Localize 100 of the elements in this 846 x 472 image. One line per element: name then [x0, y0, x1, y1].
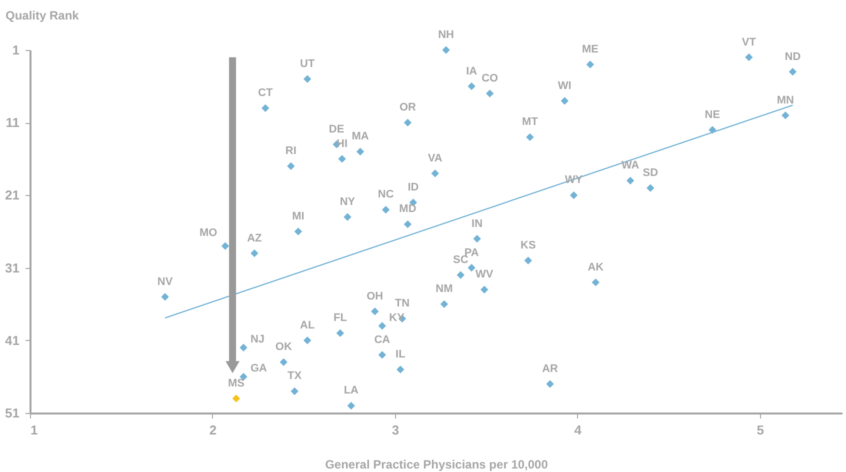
annotation: MI: [292, 210, 304, 222]
point: [486, 90, 494, 98]
point: [440, 300, 448, 308]
annotation: WI: [558, 80, 572, 92]
point: [396, 366, 404, 374]
point: [232, 394, 240, 402]
annotation: VT: [742, 36, 756, 48]
x-tick-label: 3: [392, 422, 400, 438]
annotation: OR: [399, 102, 416, 114]
point: [404, 118, 412, 126]
point: [442, 46, 450, 54]
point: [708, 126, 716, 134]
annotation: OK: [275, 341, 292, 354]
point: [303, 75, 312, 83]
annotation: IA: [466, 65, 478, 78]
y-tick-label: 11: [6, 115, 20, 130]
annotation: NH: [438, 29, 454, 41]
annotation: KS: [520, 240, 536, 252]
point: [468, 264, 476, 272]
point: [431, 170, 439, 178]
annotation: DE: [328, 123, 344, 136]
point: [524, 256, 532, 264]
annotation: CT: [258, 87, 273, 100]
annotation: WV: [475, 268, 494, 281]
annotation: NV: [157, 276, 174, 288]
y-tick-label: 21: [5, 188, 20, 203]
point: [646, 184, 654, 192]
annotation: TN: [394, 298, 410, 310]
point: [382, 206, 390, 214]
y-tick-label: 31: [5, 260, 20, 276]
point: [303, 336, 312, 344]
y-tick-label: 51: [5, 406, 20, 420]
annotation: TX: [288, 370, 302, 382]
point: [378, 322, 386, 330]
point: [404, 220, 412, 228]
y-tick-label: 1: [12, 42, 20, 58]
point: [371, 307, 379, 316]
annotation: CA: [374, 334, 390, 346]
y-axis-title: Quality Rank: [6, 8, 80, 22]
point: [570, 191, 578, 200]
point: [280, 358, 288, 366]
point: [287, 162, 295, 170]
point: [480, 286, 488, 294]
annotation: GA: [250, 362, 268, 375]
point: [560, 96, 569, 105]
point: [161, 292, 169, 301]
annotation: MO: [200, 227, 218, 240]
annotation: MN: [776, 94, 794, 106]
annotation: MD: [399, 203, 416, 216]
annotation: ME: [582, 44, 598, 56]
annotation: CO: [482, 72, 499, 85]
annotation: NE: [704, 108, 720, 121]
annotation: FL: [333, 312, 348, 324]
point: [336, 329, 344, 338]
x-tick-label: 1: [30, 422, 38, 438]
annotation: WA: [621, 160, 640, 172]
point: [240, 344, 248, 352]
annotation: ND: [784, 50, 801, 63]
point: [221, 242, 230, 250]
annotation: AR: [542, 362, 558, 375]
point: [347, 402, 356, 410]
point: [586, 60, 594, 68]
annotation: MS: [228, 377, 244, 390]
point: [344, 213, 352, 221]
annotation: IN: [472, 218, 483, 230]
point: [782, 111, 790, 120]
x-tick-label: 4: [574, 422, 582, 438]
annotation: NC: [378, 188, 394, 201]
annotation: IL: [396, 348, 406, 360]
point: [456, 271, 465, 279]
annotation: NM: [436, 283, 453, 296]
point: [250, 249, 258, 258]
point: [526, 133, 534, 141]
point: [378, 351, 386, 359]
y-tick-label: 41: [5, 332, 20, 348]
annotation: SC: [452, 254, 468, 266]
annotation: MT: [522, 116, 538, 128]
annotation: VA: [428, 152, 442, 164]
point: [592, 278, 600, 286]
point: [745, 53, 753, 62]
annotation: AL: [300, 319, 315, 332]
annotation: LA: [344, 384, 359, 397]
point: [546, 380, 554, 388]
point: [626, 176, 634, 185]
x-tick-label: 2: [209, 422, 217, 438]
annotation: MA: [352, 130, 369, 143]
annotation: OH: [366, 290, 384, 302]
annotation: UT: [300, 58, 315, 70]
annotation: NY: [340, 196, 356, 208]
point: [294, 228, 302, 236]
point: [262, 104, 270, 112]
point: [788, 68, 797, 76]
annotation: NJ: [250, 334, 265, 346]
point: [290, 387, 298, 396]
annotation: SD: [642, 166, 658, 179]
x-axis-title: General Practice Physicians per 10,000: [325, 458, 548, 472]
annotation: AK: [588, 261, 604, 274]
annotation: ID: [408, 181, 419, 194]
point: [356, 148, 364, 156]
point: [473, 234, 481, 243]
